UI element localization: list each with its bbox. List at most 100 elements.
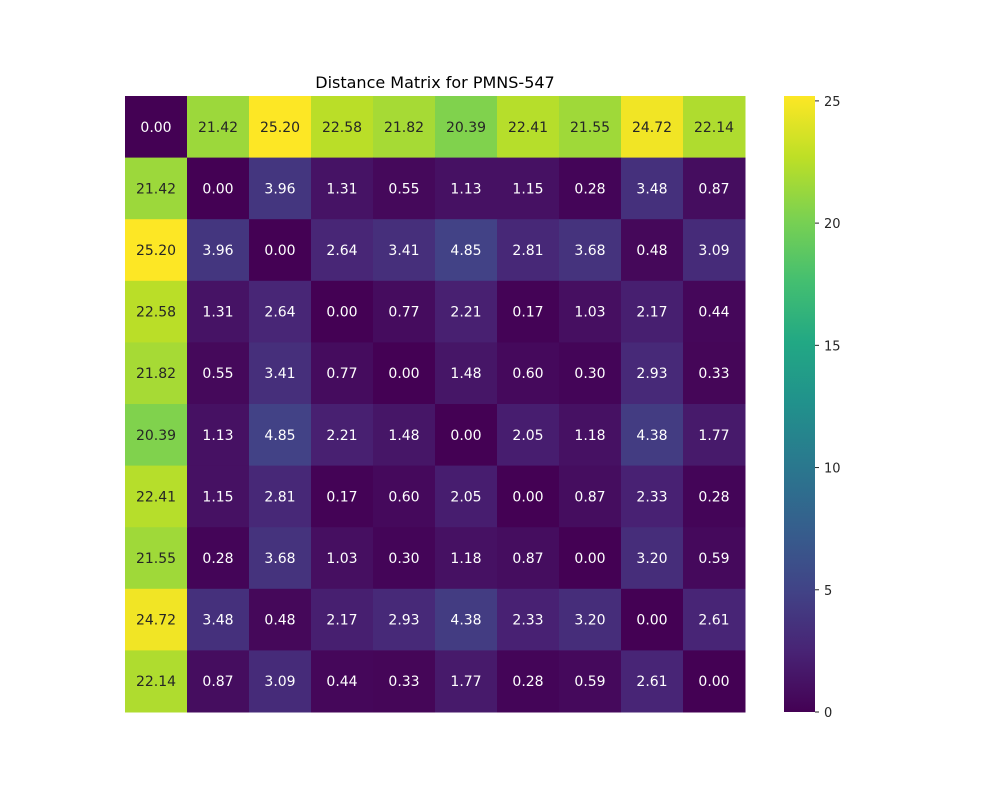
heatmap-cell-r1-c7 bbox=[559, 157, 622, 220]
heatmap-cell-label-r1-c7: 0.28 bbox=[574, 181, 605, 197]
heatmap-cell-label-r9-c5: 1.77 bbox=[450, 674, 481, 690]
heatmap-cell-label-r7-c2: 3.68 bbox=[264, 551, 295, 567]
heatmap-cell-r9-c4 bbox=[373, 650, 436, 713]
heatmap-cell-r8-c4 bbox=[373, 588, 436, 651]
heatmap-cell-label-r4-c0: 21.82 bbox=[136, 366, 176, 382]
colorbar-tick-label-1: 5 bbox=[824, 584, 832, 599]
heatmap-cell-label-r8-c5: 4.38 bbox=[450, 613, 481, 629]
heatmap-cell-label-r1-c4: 0.55 bbox=[388, 181, 419, 197]
heatmap-cell-label-r3-c5: 2.21 bbox=[450, 305, 481, 321]
colorbar: 0 5 10 15 20 25 bbox=[784, 95, 841, 721]
heatmap-cell-r9-c6 bbox=[497, 650, 560, 713]
chart-title: Distance Matrix for PMNS-547 bbox=[315, 73, 554, 92]
heatmap-cells: 0.00 21.42 25.20 22.58 21.82 20.39 22.41 21.55 2… bbox=[125, 96, 746, 713]
heatmap-cell-label-r5-c6: 2.05 bbox=[512, 428, 543, 444]
heatmap-cell-r0-c3 bbox=[311, 96, 374, 159]
heatmap-cell-label-r2-c8: 0.48 bbox=[636, 243, 667, 259]
heatmap-cell-r5-c5 bbox=[435, 404, 498, 467]
heatmap-cell-label-r0-c5: 20.39 bbox=[446, 120, 486, 136]
heatmap-cell-r6-c3 bbox=[311, 465, 374, 528]
heatmap-cell-r3-c2 bbox=[249, 280, 312, 343]
heatmap-cell-r0-c8 bbox=[621, 96, 684, 159]
heatmap-cell-r4-c0 bbox=[125, 342, 188, 405]
heatmap-cell-label-r7-c7: 0.00 bbox=[574, 551, 605, 567]
heatmap-cell-r9-c0 bbox=[125, 650, 188, 713]
heatmap-cell-label-r8-c9: 2.61 bbox=[698, 613, 729, 629]
heatmap-cell-label-r6-c0: 22.41 bbox=[136, 489, 176, 505]
heatmap-cell-r9-c1 bbox=[187, 650, 250, 713]
heatmap-cell-r3-c0 bbox=[125, 280, 188, 343]
colorbar-tick-label-0: 0 bbox=[824, 706, 832, 721]
heatmap-cell-label-r3-c4: 0.77 bbox=[388, 305, 419, 321]
heatmap-cell-r8-c2 bbox=[249, 588, 312, 651]
heatmap-cell-label-r7-c4: 0.30 bbox=[388, 551, 419, 567]
heatmap-cell-r2-c3 bbox=[311, 219, 374, 282]
heatmap-cell-label-r2-c0: 25.20 bbox=[136, 243, 176, 259]
heatmap-cell-r8-c7 bbox=[559, 588, 622, 651]
heatmap-cell-label-r9-c0: 22.14 bbox=[136, 674, 176, 690]
heatmap-cell-label-r3-c0: 22.58 bbox=[136, 305, 176, 321]
heatmap-cell-label-r7-c0: 21.55 bbox=[136, 551, 176, 567]
heatmap-cell-r0-c7 bbox=[559, 96, 622, 159]
heatmap-cell-label-r8-c7: 3.20 bbox=[574, 613, 605, 629]
heatmap-cell-label-r6-c7: 0.87 bbox=[574, 489, 605, 505]
heatmap-cell-r5-c2 bbox=[249, 404, 312, 467]
heatmap-cell-label-r1-c0: 21.42 bbox=[136, 181, 176, 197]
heatmap-cell-label-r6-c2: 2.81 bbox=[264, 489, 295, 505]
heatmap-cell-r1-c2 bbox=[249, 157, 312, 220]
heatmap-cell-r2-c2 bbox=[249, 219, 312, 282]
heatmap-cell-r6-c7 bbox=[559, 465, 622, 528]
heatmap-cell-label-r5-c3: 2.21 bbox=[326, 428, 357, 444]
heatmap-cell-r4-c9 bbox=[683, 342, 746, 405]
heatmap-cell-label-r2-c2: 0.00 bbox=[264, 243, 295, 259]
heatmap-cell-label-r6-c4: 0.60 bbox=[388, 489, 419, 505]
heatmap-cell-label-r0-c2: 25.20 bbox=[260, 120, 300, 136]
heatmap-cell-r2-c6 bbox=[497, 219, 560, 282]
heatmap-cell-label-r8-c0: 24.72 bbox=[136, 613, 176, 629]
heatmap-cell-label-r6-c1: 1.15 bbox=[202, 489, 233, 505]
heatmap-cell-label-r1-c3: 1.31 bbox=[326, 181, 357, 197]
heatmap-cell-label-r9-c7: 0.59 bbox=[574, 674, 605, 690]
heatmap-cell-label-r0-c9: 22.14 bbox=[694, 120, 734, 136]
heatmap-cell-label-r6-c8: 2.33 bbox=[636, 489, 667, 505]
heatmap-cell-r6-c0 bbox=[125, 465, 188, 528]
heatmap-cell-r6-c2 bbox=[249, 465, 312, 528]
colorbar-tick-label-2: 10 bbox=[824, 462, 841, 477]
heatmap-cell-r2-c9 bbox=[683, 219, 746, 282]
heatmap-cell-r4-c4 bbox=[373, 342, 436, 405]
heatmap-cell-label-r7-c1: 0.28 bbox=[202, 551, 233, 567]
heatmap-cell-r8-c8 bbox=[621, 588, 684, 651]
heatmap-cell-label-r3-c7: 1.03 bbox=[574, 305, 605, 321]
heatmap-cell-label-r4-c9: 0.33 bbox=[698, 366, 729, 382]
heatmap-cell-label-r4-c3: 0.77 bbox=[326, 366, 357, 382]
heatmap-cell-r8-c9 bbox=[683, 588, 746, 651]
heatmap-cell-r5-c0 bbox=[125, 404, 188, 467]
heatmap-cell-label-r3-c2: 2.64 bbox=[264, 305, 295, 321]
heatmap-cell-label-r5-c5: 0.00 bbox=[450, 428, 481, 444]
heatmap-cell-label-r4-c4: 0.00 bbox=[388, 366, 419, 382]
heatmap-cell-label-r0-c4: 21.82 bbox=[384, 120, 424, 136]
heatmap-cell-r2-c1 bbox=[187, 219, 250, 282]
heatmap-cell-r7-c3 bbox=[311, 527, 374, 590]
heatmap-cell-label-r3-c3: 0.00 bbox=[326, 305, 357, 321]
heatmap-cell-label-r1-c1: 0.00 bbox=[202, 181, 233, 197]
heatmap-cell-label-r3-c8: 2.17 bbox=[636, 305, 667, 321]
heatmap-cell-r1-c8 bbox=[621, 157, 684, 220]
heatmap-cell-r7-c2 bbox=[249, 527, 312, 590]
heatmap-cell-r0-c5 bbox=[435, 96, 498, 159]
heatmap-cell-label-r0-c6: 22.41 bbox=[508, 120, 548, 136]
heatmap-cell-r2-c4 bbox=[373, 219, 436, 282]
heatmap-cell-r3-c7 bbox=[559, 280, 622, 343]
heatmap-cell-r7-c5 bbox=[435, 527, 498, 590]
heatmap-cell-label-r4-c7: 0.30 bbox=[574, 366, 605, 382]
heatmap-cell-r9-c5 bbox=[435, 650, 498, 713]
heatmap-cell-r3-c1 bbox=[187, 280, 250, 343]
heatmap-cell-r7-c9 bbox=[683, 527, 746, 590]
heatmap-cell-label-r9-c4: 0.33 bbox=[388, 674, 419, 690]
heatmap-cell-r7-c4 bbox=[373, 527, 436, 590]
heatmap-cell-r8-c5 bbox=[435, 588, 498, 651]
heatmap-cell-label-r8-c4: 2.93 bbox=[388, 613, 419, 629]
heatmap-cell-r5-c9 bbox=[683, 404, 746, 467]
heatmap-cell-r9-c9 bbox=[683, 650, 746, 713]
heatmap-cell-r3-c8 bbox=[621, 280, 684, 343]
